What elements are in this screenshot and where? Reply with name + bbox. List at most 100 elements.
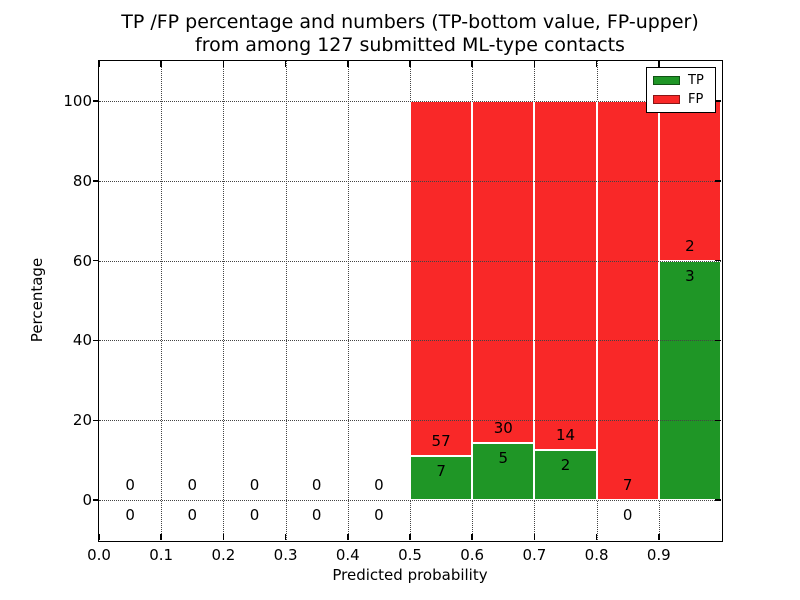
- y-tick-right: [715, 339, 721, 342]
- y-tick-left: [93, 339, 99, 342]
- x-tick-label: 0.7: [522, 546, 547, 564]
- legend-entry-tp: TP: [653, 74, 715, 87]
- x-tick-label: 0.0: [87, 546, 111, 564]
- plot-area: TP FP 0 0 0 0 0 0 0 0 0 0 57 7 30 5 14 2 7 0 2 3: [97, 59, 723, 542]
- x-tick-label: 0.5: [398, 546, 422, 564]
- bar-segment-fp: [658, 100, 721, 261]
- bar-segment-tp: [534, 450, 597, 501]
- grid-h-line: [99, 260, 721, 262]
- legend: TP FP: [646, 67, 716, 113]
- grid-h-line: [99, 180, 721, 182]
- chart-title-line2: from among 127 submitted ML-type contact…: [195, 34, 625, 56]
- bar-count-label-fp: 0: [187, 476, 198, 495]
- chart-title-line1: TP /FP percentage and numbers (TP-bottom…: [121, 11, 699, 33]
- grid-v-line: [223, 61, 225, 540]
- y-tick-left: [93, 180, 99, 182]
- y-tick-label: 0: [82, 491, 92, 510]
- bar-count-label-fp: 2: [685, 236, 695, 255]
- x-tick-top: [98, 61, 100, 67]
- legend-label-tp: TP: [688, 73, 704, 89]
- grid-h-line: [99, 420, 721, 422]
- y-tick-left: [93, 499, 99, 501]
- grid-v-line: [285, 61, 287, 540]
- bar-count-label-tp: 5: [498, 449, 509, 468]
- x-tick-top: [658, 61, 660, 67]
- bar-count-label-tp: 0: [311, 506, 322, 525]
- y-tick-label: 100: [63, 91, 92, 110]
- y-tick-right: [715, 180, 721, 182]
- x-tick-label: 0.8: [584, 546, 609, 564]
- grid-h-line: [99, 500, 721, 502]
- bar-segment-fp: [472, 100, 535, 444]
- x-tick-bottom: [284, 534, 287, 540]
- bar-segment-fp: [410, 100, 473, 457]
- x-tick-label: 0.6: [460, 546, 485, 564]
- y-tick-right: [715, 259, 721, 262]
- y-tick-left: [93, 100, 99, 102]
- x-tick-label: 0.4: [335, 546, 360, 564]
- x-tick-top: [409, 61, 411, 67]
- x-tick-label: 0.1: [149, 546, 174, 564]
- y-axis-label: Percentage: [28, 257, 46, 343]
- chart-title: TP /FP percentage and numbers (TP-bottom…: [99, 11, 721, 57]
- legend-entry-fp: FP: [653, 93, 715, 106]
- bar-count-label-fp: 14: [555, 426, 576, 445]
- bar-count-label-fp: 0: [374, 476, 384, 495]
- y-tick-label: 80: [72, 171, 92, 190]
- x-tick-bottom: [160, 534, 162, 540]
- x-tick-label: 0.3: [273, 546, 298, 564]
- y-tick-right: [715, 499, 721, 501]
- y-tick-left: [93, 419, 99, 421]
- bar-segment-tp: [472, 443, 535, 501]
- bar-segment-tp: [658, 260, 721, 501]
- bar-count-label-fp: 30: [493, 419, 513, 438]
- x-axis-label: Predicted probability: [332, 566, 488, 584]
- legend-swatch-fp: [653, 94, 680, 104]
- bar-count-label-tp: 0: [125, 506, 135, 525]
- bar-count-label-fp: 57: [431, 432, 451, 451]
- bar-segment-tp: [410, 456, 473, 501]
- y-tick-label: 20: [72, 411, 92, 430]
- bar-segment-fp: [534, 100, 597, 451]
- bar-segment-fp: [596, 100, 659, 501]
- bar-count-label-tp: 3: [685, 266, 695, 285]
- bar-count-label-tp: 2: [560, 456, 571, 475]
- bar-count-label-tp: 0: [249, 506, 260, 525]
- x-tick-top: [347, 61, 349, 67]
- grid-h-line: [99, 100, 721, 102]
- x-tick-top: [595, 61, 598, 67]
- bar-count-label-fp: 0: [125, 476, 135, 495]
- x-tick-bottom: [471, 534, 473, 540]
- y-tick-label: 60: [72, 251, 92, 270]
- y-tick-right: [715, 419, 721, 421]
- x-tick-top: [533, 61, 536, 67]
- x-tick-bottom: [222, 534, 225, 540]
- grid-h-line: [99, 340, 721, 342]
- legend-label-fp: FP: [688, 91, 704, 107]
- x-tick-bottom: [658, 534, 660, 540]
- x-tick-bottom: [533, 534, 536, 540]
- y-tick-label: 40: [72, 331, 92, 350]
- bar-count-label-tp: 0: [622, 506, 633, 525]
- y-tick-right: [715, 100, 721, 102]
- x-tick-bottom: [595, 534, 598, 540]
- bar-count-label-tp: 7: [436, 462, 446, 481]
- x-tick-bottom: [98, 534, 100, 540]
- x-tick-label: 0.9: [646, 546, 671, 564]
- grid-v-line: [347, 61, 349, 540]
- x-tick-bottom: [409, 534, 411, 540]
- y-tick-left: [93, 259, 99, 262]
- bar-count-label-tp: 0: [187, 506, 198, 525]
- bar-count-label-fp: 0: [249, 476, 260, 495]
- x-tick-label: 0.2: [211, 546, 236, 564]
- x-tick-top: [222, 61, 225, 67]
- legend-swatch-tp: [653, 76, 680, 86]
- bar-count-label-fp: 7: [622, 476, 633, 495]
- bar-count-label-fp: 0: [311, 476, 322, 495]
- x-tick-top: [160, 61, 162, 67]
- grid-v-line: [161, 61, 163, 540]
- bar-count-label-tp: 0: [374, 506, 384, 525]
- x-tick-bottom: [347, 534, 349, 540]
- x-tick-top: [284, 61, 287, 67]
